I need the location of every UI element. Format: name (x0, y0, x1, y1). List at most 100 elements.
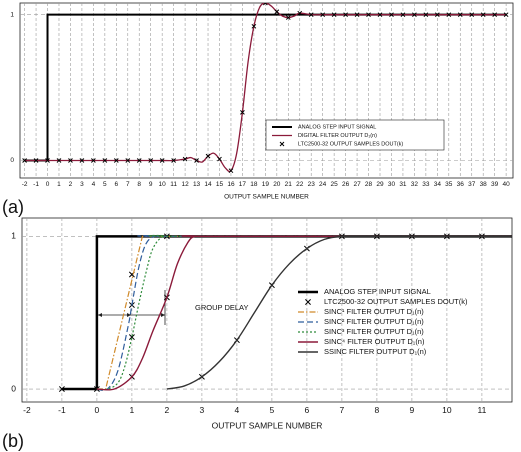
sample-marker (251, 23, 257, 29)
y-tick-label: 0 (11, 383, 16, 393)
legend-label: ANALOG STEP INPUT SIGNAL (298, 124, 376, 130)
x-tick-label: 6 (114, 181, 118, 188)
sample-marker (366, 12, 371, 18)
marker-cross (56, 158, 62, 163)
marker-cross (125, 158, 131, 163)
sample-marker (79, 158, 85, 163)
x-tick-label: 18 (250, 181, 258, 188)
x-tick-label: 13 (193, 181, 201, 188)
x-tick-label: 38 (480, 181, 488, 188)
sample-marker (159, 158, 165, 163)
sample-marker (102, 158, 108, 163)
x-tick-label: 35 (445, 181, 453, 188)
chart: -2 -1 0 1 2 3 4 5 6 7 8 9 10 11 0 1 OUTPUT SAMPLE NUMBER… (2, 217, 513, 451)
marker-cross (492, 12, 498, 18)
marker-cross (171, 158, 176, 163)
sample-marker (320, 12, 326, 18)
marker-cross (297, 10, 303, 16)
marker-cross (91, 158, 96, 163)
marker-cross (148, 158, 154, 163)
sample-marker (469, 12, 475, 18)
x-tick-label: 0 (95, 405, 100, 415)
marker-cross (423, 12, 429, 18)
x-tick-label: 23 (308, 181, 316, 188)
plot-area (22, 3, 509, 174)
x-tick-label: 0 (46, 181, 50, 188)
sample-marker (182, 156, 188, 162)
marker-cross (45, 158, 50, 163)
sample-marker (389, 12, 394, 18)
marker-cross (434, 12, 440, 18)
marker-cross (446, 12, 452, 18)
x-tick-label: 11 (477, 405, 486, 415)
sample-marker (171, 158, 176, 163)
series-line (96, 235, 512, 391)
sample-marker (343, 12, 348, 18)
sample-marker (228, 168, 234, 174)
x-tick-label: 21 (285, 181, 293, 188)
marker-cross (68, 158, 73, 163)
sample-marker (457, 12, 463, 18)
x-tick-label: 22 (296, 181, 304, 188)
sample-marker (492, 12, 498, 18)
y-tick-label: 1 (10, 11, 14, 18)
y-tick-label: 0 (10, 157, 14, 164)
marker-cross (240, 110, 245, 115)
sample-marker (297, 10, 303, 16)
legend-label: SINC⁴ FILTER OUTPUT D₁(n) (324, 337, 425, 346)
group-delay-arrows (98, 290, 166, 325)
sample-marker (480, 12, 486, 18)
sample-marker (194, 158, 199, 163)
legend-label: LTC2500-32 OUTPUT SAMPLES DOUT(k) (298, 141, 403, 147)
marker-cross (128, 334, 135, 341)
x-tick-label: 20 (273, 181, 281, 188)
marker-cross (159, 158, 165, 163)
marker-cross (113, 158, 119, 163)
x-tick-label: 36 (457, 181, 465, 188)
series-line (61, 235, 512, 391)
x-tick-label: 14 (204, 181, 212, 188)
marker-cross (377, 12, 383, 18)
sample-marker (412, 12, 417, 18)
sample-marker (68, 158, 73, 163)
sample-marker (125, 158, 131, 163)
x-tick-label: 4 (235, 405, 240, 415)
x-tick-label: 2 (165, 405, 170, 415)
sample-marker (56, 158, 62, 163)
x-tick-label: 33 (422, 181, 430, 188)
x-axis-label: OUTPUT SAMPLE NUMBER (224, 194, 309, 201)
marker-cross (366, 12, 371, 18)
x-tick-label: 4 (92, 181, 96, 188)
x-tick-label: 3 (200, 405, 205, 415)
plot-frame (19, 2, 514, 179)
legend-label: ANALOG STEP INPUT SIGNAL (324, 287, 431, 296)
marker-cross (354, 12, 360, 18)
sample-marker (331, 12, 337, 18)
marker-cross (331, 12, 337, 18)
x-tick-label: 6 (305, 405, 310, 415)
x-tick-label: -2 (23, 405, 31, 415)
x-tick-label: 27 (353, 181, 361, 188)
x-tick-label: 10 (159, 181, 167, 188)
x-tick-label: 37 (468, 181, 476, 188)
x-tick-label: 40 (503, 181, 511, 188)
x-tick-label: 5 (270, 405, 275, 415)
plot-area (58, 233, 512, 392)
marker-cross (136, 158, 142, 163)
sample-marker (136, 158, 142, 163)
sample-marker (205, 153, 211, 159)
x-tick-label: 34 (434, 181, 442, 188)
sample-marker (128, 334, 135, 341)
sample-marker (22, 158, 27, 163)
marker-cross (305, 299, 311, 305)
sample-marker (113, 158, 119, 163)
sample-marker (45, 158, 50, 163)
legend-label: LTC2500-32 OUTPUT SAMPLES DOUT(k) (324, 297, 468, 306)
sample-marker (274, 9, 280, 15)
legend-label: SSINC FILTER OUTPUT D₁(n) (324, 347, 427, 356)
marker-cross (320, 12, 326, 18)
series-line (96, 234, 512, 391)
sample-marker (148, 158, 154, 163)
